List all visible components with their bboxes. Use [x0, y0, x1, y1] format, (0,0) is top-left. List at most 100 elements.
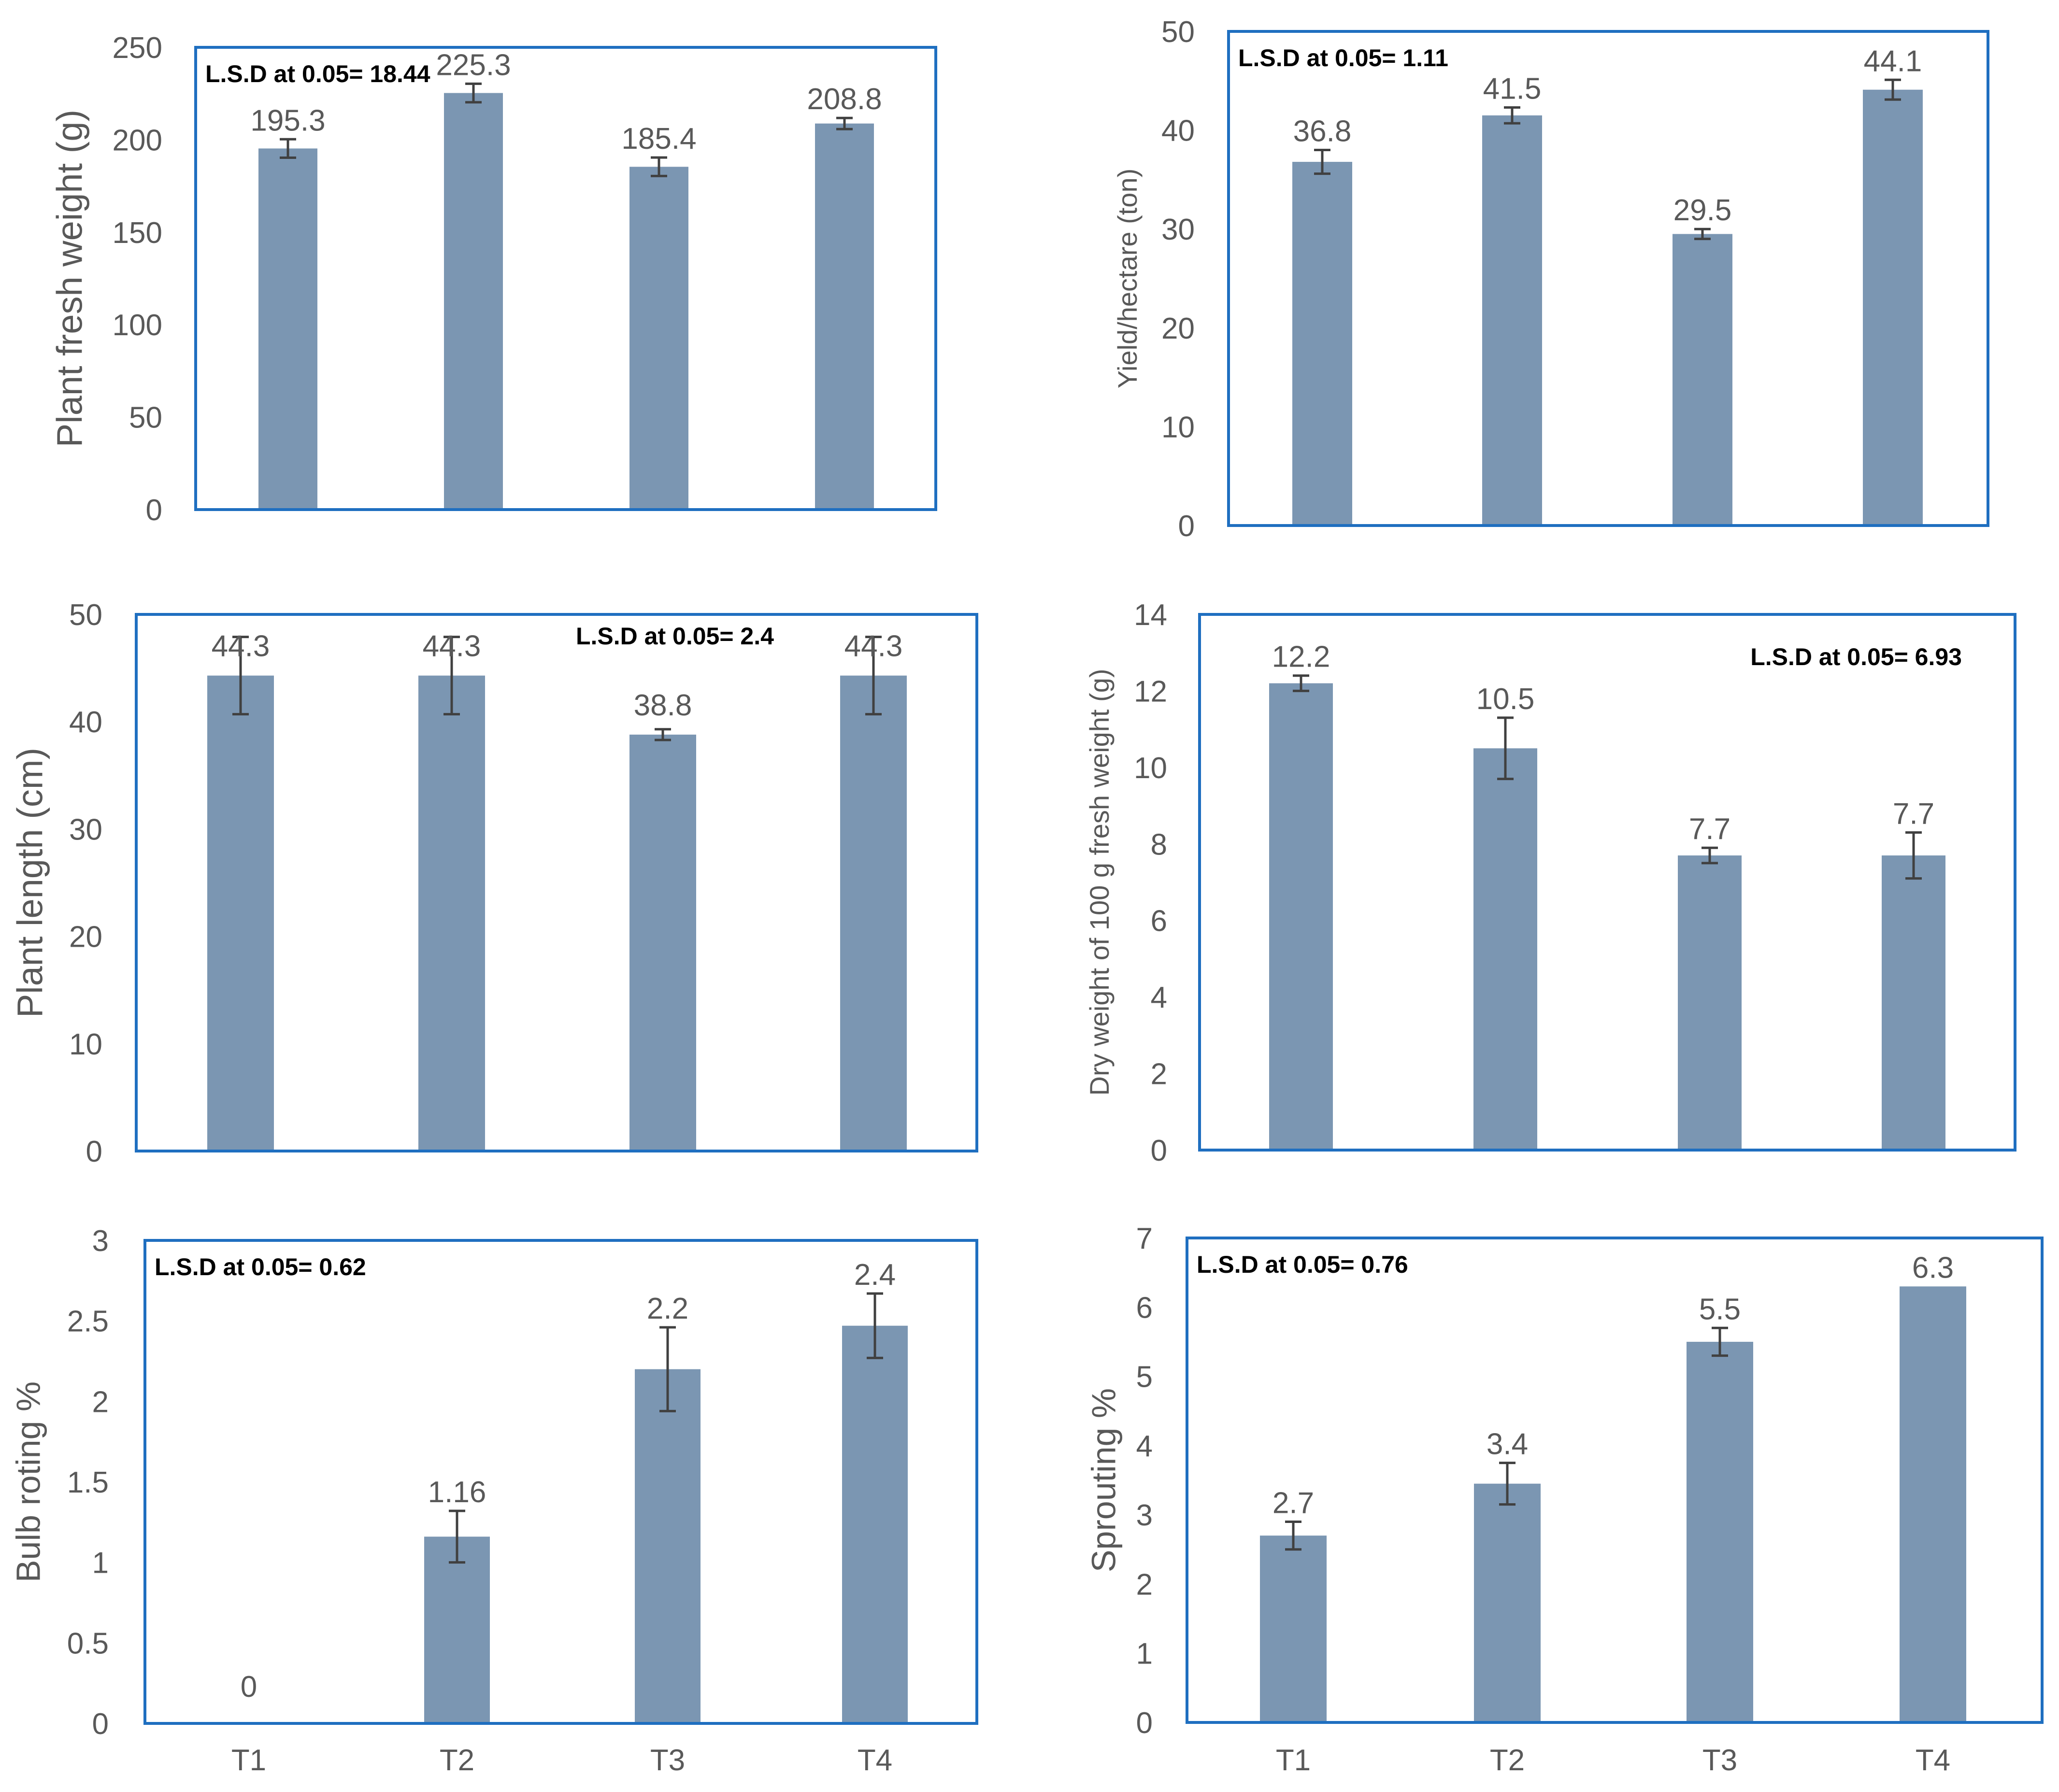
bar-t4: [815, 123, 874, 510]
bar-t3: [1673, 234, 1732, 526]
error-bar-t4: [865, 636, 882, 716]
lsd-annotation: L.S.D at 0.05= 1.11: [1238, 44, 1448, 71]
y-tick-label: 50: [1161, 15, 1195, 49]
y-tick-label: 1: [92, 1547, 109, 1580]
y-axis-title: Plant length (cm): [10, 748, 50, 1018]
error-bar-t2: [1497, 716, 1514, 781]
panel-middle-right: 12.2 10.5 7.7 7.7 0 2 4 6 8 10 12 14 Dry weight of 1…: [1084, 598, 2016, 1167]
y-tick-label: 200: [113, 124, 162, 157]
value-label-t2: 10.5: [1476, 683, 1535, 716]
bar-t1: [1269, 683, 1333, 1150]
plot-frame: [1227, 30, 1989, 527]
y-tick-label: 10: [69, 1028, 102, 1061]
value-label-t3: 29.5: [1673, 194, 1732, 227]
value-label-t1: 0: [241, 1670, 257, 1704]
y-tick-label: 100: [113, 309, 162, 342]
plot-frame: [1198, 613, 2016, 1152]
y-tick-label: 50: [69, 598, 102, 632]
bar-t1: [1292, 162, 1352, 526]
value-label-t3: 185.4: [621, 122, 696, 156]
error-bar-t3: [1702, 846, 1718, 865]
bar-t1: [1260, 1536, 1327, 1722]
bar-t4: [1863, 89, 1923, 526]
y-tick-label: 2: [1151, 1058, 1167, 1091]
x-category-label-t2: T2: [1490, 1744, 1525, 1777]
y-tick-label: 40: [69, 706, 102, 739]
bar-t4: [1900, 1286, 1966, 1722]
value-label-t3: 38.8: [634, 689, 692, 722]
y-tick-label: 12: [1134, 675, 1167, 708]
y-tick-label: 20: [69, 921, 102, 954]
bar-t1: [258, 148, 317, 510]
y-tick-label: 2: [1136, 1568, 1153, 1601]
error-bar-t4: [836, 116, 853, 130]
y-tick-label: 10: [1134, 752, 1167, 785]
y-tick-label: 40: [1161, 114, 1195, 148]
y-tick-label: 14: [1134, 598, 1167, 632]
error-bar-t2: [1499, 1462, 1516, 1506]
panel-middle-left: 44.3 44.3 38.8 44.3 0 10 20 30 40 50 Plant length …: [10, 598, 978, 1168]
y-tick-label: 1: [1136, 1637, 1153, 1671]
bar-t2: [444, 93, 503, 510]
value-label-t1: 12.2: [1272, 640, 1330, 674]
x-category-label-t1: T1: [1276, 1744, 1311, 1777]
value-label-t4: 2.4: [854, 1258, 896, 1292]
error-bar-t3: [655, 728, 671, 741]
error-bar-t3: [651, 156, 667, 177]
y-tick-label: 0.5: [67, 1627, 109, 1660]
y-tick-label: 50: [129, 401, 162, 435]
error-bar-t1: [232, 636, 249, 716]
y-tick-label: 4: [1136, 1430, 1153, 1463]
value-label-t4: 7.7: [1893, 797, 1934, 831]
x-category-label-t3: T3: [1702, 1744, 1737, 1777]
y-tick-label: 150: [113, 216, 162, 250]
bar-t3: [629, 734, 696, 1151]
value-label-t3: 2.2: [647, 1292, 688, 1325]
value-label-t2: 1.16: [428, 1476, 486, 1509]
panel-bottom-right: 2.7 3.4 5.5 6.3 0 1 2 3 4 5 6 7 Sprouting % T1 T2 T3 T4 L…: [1085, 1222, 2044, 1777]
lsd-annotation: L.S.D at 0.05= 0.76: [1197, 1251, 1408, 1278]
bar-t3: [635, 1369, 701, 1723]
error-bar-t1: [1293, 674, 1309, 692]
y-tick-label: 4: [1151, 981, 1167, 1014]
value-label-t4: 6.3: [1912, 1251, 1954, 1284]
x-category-label-t3: T3: [650, 1744, 685, 1777]
error-bar-t4: [867, 1292, 883, 1359]
y-tick-label: 10: [1161, 411, 1195, 444]
y-tick-label: 3: [1136, 1499, 1153, 1532]
error-bar-t1: [1285, 1520, 1301, 1551]
value-label-t2: 225.3: [436, 48, 511, 82]
y-tick-label: 3: [92, 1224, 109, 1258]
y-tick-label: 6: [1136, 1291, 1153, 1324]
y-tick-label: 30: [1161, 213, 1195, 246]
panel-bottom-left: 0 1.16 2.2 2.4 0 0.5 1 1.5 2 2.5 3 Bulb roting % T1 T…: [9, 1224, 978, 1777]
value-label-t1: 195.3: [250, 104, 325, 137]
value-label-t1: 44.3: [212, 630, 270, 663]
y-axis-title: Plant fresh weight (g): [50, 110, 90, 447]
error-bar-t1: [280, 138, 296, 159]
plot-frame: [135, 613, 978, 1152]
bar-t2: [1474, 1483, 1541, 1722]
value-label-t4: 208.8: [807, 83, 882, 116]
bar-t2: [1482, 115, 1542, 526]
y-axis-title: Dry weight of 100 g fresh weight (g): [1084, 669, 1115, 1096]
y-tick-label: 2.5: [67, 1305, 109, 1338]
bar-t4: [842, 1325, 908, 1723]
y-tick-label: 0: [1178, 510, 1195, 543]
x-category-label-t1: T1: [231, 1744, 266, 1777]
y-tick-label: 0: [1151, 1134, 1167, 1167]
y-tick-label: 8: [1151, 828, 1167, 861]
value-label-t1: 2.7: [1273, 1486, 1314, 1520]
value-label-t3: 7.7: [1689, 812, 1730, 846]
y-tick-label: 6: [1151, 905, 1167, 938]
panel-top-right: 36.8 41.5 29.5 44.1 0 10 20 30 40 50 Yield/hectare…: [1112, 15, 1989, 543]
error-bar-t1: [1314, 149, 1330, 175]
lsd-annotation: L.S.D at 0.05= 0.62: [155, 1253, 366, 1280]
lsd-annotation: L.S.D at 0.05= 18.44: [205, 60, 430, 87]
y-tick-label: 0: [92, 1707, 109, 1741]
error-bar-t2: [465, 82, 482, 104]
value-label-t2: 44.3: [423, 630, 481, 663]
bar-t1: [207, 675, 274, 1151]
y-tick-label: 250: [113, 31, 162, 65]
